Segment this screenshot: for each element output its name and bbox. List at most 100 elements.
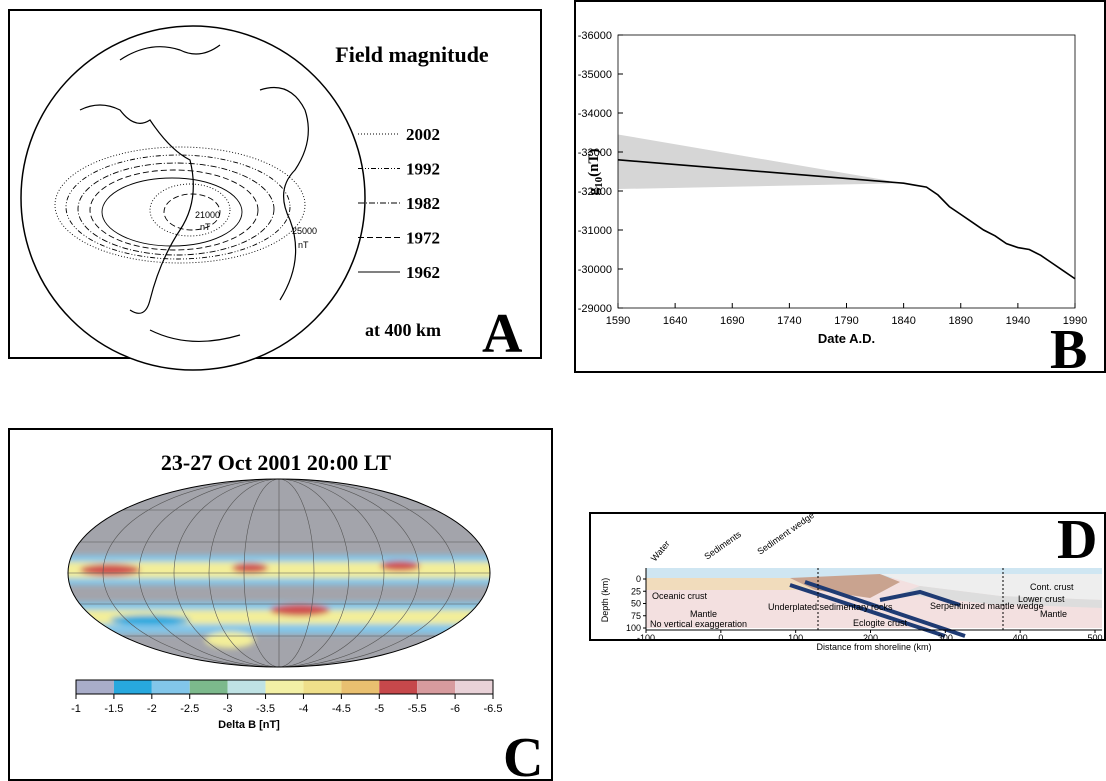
lower-crust: [900, 586, 1102, 608]
colorbar-tick-label: -6.5: [484, 703, 503, 715]
y-axis-unit: (nT): [586, 149, 602, 177]
colorbar-segment: [303, 680, 342, 694]
x-tick-label: 1690: [720, 315, 744, 327]
y-tick-label: 50: [631, 599, 641, 609]
panel-d: Water Sediments Sediment wedge Oceanic c…: [589, 509, 1106, 652]
y-tick-label: -29000: [578, 303, 612, 315]
colorbar-segment: [227, 680, 266, 694]
colorbar-tick-label: -2.5: [180, 703, 199, 715]
map-bands: [68, 479, 490, 667]
colorbar-segment: [151, 680, 190, 694]
diagram-label: Serpentinized mantle wedge: [930, 601, 1044, 611]
y-axis-subscript: 10: [593, 176, 605, 188]
decoration: [65, 154, 291, 260]
colorbar-segment: [76, 680, 114, 694]
decoration: [270, 604, 330, 616]
colorbar-tick-label: -1: [71, 703, 81, 715]
panel-border: [8, 9, 542, 359]
decoration: [77, 162, 275, 256]
legend-label: 2002: [406, 125, 440, 144]
panel-letter: B: [1050, 319, 1087, 381]
colorbar-tick-label: -3.5: [256, 703, 275, 715]
y-tick-label: -36000: [578, 30, 612, 42]
decoration: [68, 479, 490, 667]
x-tick-label: 100: [788, 633, 803, 643]
colorbar-segment: [341, 680, 380, 694]
diagram-label: Sediments: [702, 529, 743, 562]
colorbar-tick-label: -5: [374, 703, 384, 715]
panel-border: [589, 512, 1106, 641]
colorbar-frame: [75, 679, 494, 695]
y-tick-label: -30000: [578, 264, 612, 276]
panel-letter: D: [1057, 509, 1097, 571]
panel-title: Field magnitude: [335, 42, 489, 67]
decoration: [54, 146, 306, 264]
colorbar-tick-label: -6: [450, 703, 460, 715]
x-tick-label: 1890: [949, 315, 973, 327]
y-tick-label: -34000: [578, 108, 612, 120]
diagram-label: Underplated sedimentary rocks: [768, 602, 893, 612]
x-tick-label: 500: [1087, 633, 1102, 643]
x-tick-label: 1940: [1006, 315, 1030, 327]
y-tick-label: -35000: [578, 69, 612, 81]
decoration: [163, 193, 221, 231]
decoration: [101, 177, 243, 247]
contour-label: nT: [298, 240, 309, 250]
x-tick-label: 1790: [834, 315, 858, 327]
colorbar-label: Delta B [nT]: [218, 719, 280, 731]
decoration: [149, 183, 231, 237]
colorbar-tick-label: -3: [223, 703, 233, 715]
diagram-label: Cont. crust: [1030, 582, 1074, 592]
x-axis-title: Date A.D.: [818, 331, 875, 346]
axis-title: Distance from shoreline (km): [816, 642, 931, 652]
colorbar: -1 -1.5 -2 -2.5 -3 -3.5 -4 -4.5 -5 -5.5 -6 -6.5: [71, 679, 503, 715]
axis-title: Depth (km): [600, 578, 610, 623]
y-tick-label: 75: [631, 611, 641, 621]
diagram-label: Lower crust: [1018, 594, 1065, 604]
legend-label: 1992: [406, 160, 440, 179]
colorbar-segment: [265, 680, 304, 694]
y-axis-symbol: g: [586, 187, 602, 195]
y-axis-title: g10(nT): [586, 149, 605, 196]
legend: 2002 1992 1982 1972 1962: [358, 125, 440, 282]
diagram-label: Eclogite crust: [853, 618, 908, 628]
x-tick-label: 1590: [606, 315, 630, 327]
diagram-label: No vertical exaggeration: [650, 619, 747, 629]
x-tick-label: 0: [718, 633, 723, 643]
decoration: [89, 169, 259, 251]
decoration: [232, 563, 268, 573]
contours: [54, 146, 306, 264]
colorbar-segment: [417, 680, 456, 694]
panel-border: [8, 428, 553, 781]
diagram-label: Sediment wedge: [755, 510, 816, 557]
continental-crust: [880, 574, 1102, 600]
series-line: [617, 159, 1076, 280]
altitude-label: at 400 km: [365, 320, 441, 340]
x-tick-label: 1990: [1063, 315, 1087, 327]
water-layer: [646, 568, 1102, 578]
diagram-label: Mantle: [1040, 609, 1067, 619]
colorbar-tick-label: -4: [299, 703, 309, 715]
decoration: [380, 561, 420, 571]
decoration: [80, 564, 140, 576]
contour-label: 21000: [195, 210, 220, 220]
x-tick-label: 1640: [663, 315, 687, 327]
panel-a: 21000 nT 25000 nT Field magnitude 2002 19…: [8, 9, 542, 371]
map-outline: [67, 478, 491, 668]
panel-letter: A: [482, 303, 523, 365]
legend-label: 1982: [406, 194, 440, 213]
diagram-label: Oceanic crust: [652, 591, 708, 601]
colorbar-segment: [113, 680, 152, 694]
legend-label: 1972: [406, 229, 440, 248]
legend-label: 1962: [406, 263, 440, 282]
x-tick-label: 1840: [891, 315, 915, 327]
colorbar-tick-label: -5.5: [408, 703, 427, 715]
y-tick-label: 25: [631, 586, 641, 596]
y-tick-label: 0: [636, 574, 641, 584]
panel-title: 23-27 Oct 2001 20:00 LT: [161, 450, 392, 475]
colorbar-segment: [455, 680, 493, 694]
panel-b: -36000 -35000 -34000 -33000 -32000 -31000 -300…: [574, 0, 1106, 381]
y-tick-label: -33000: [578, 147, 612, 159]
colorbar-segment: [379, 680, 418, 694]
